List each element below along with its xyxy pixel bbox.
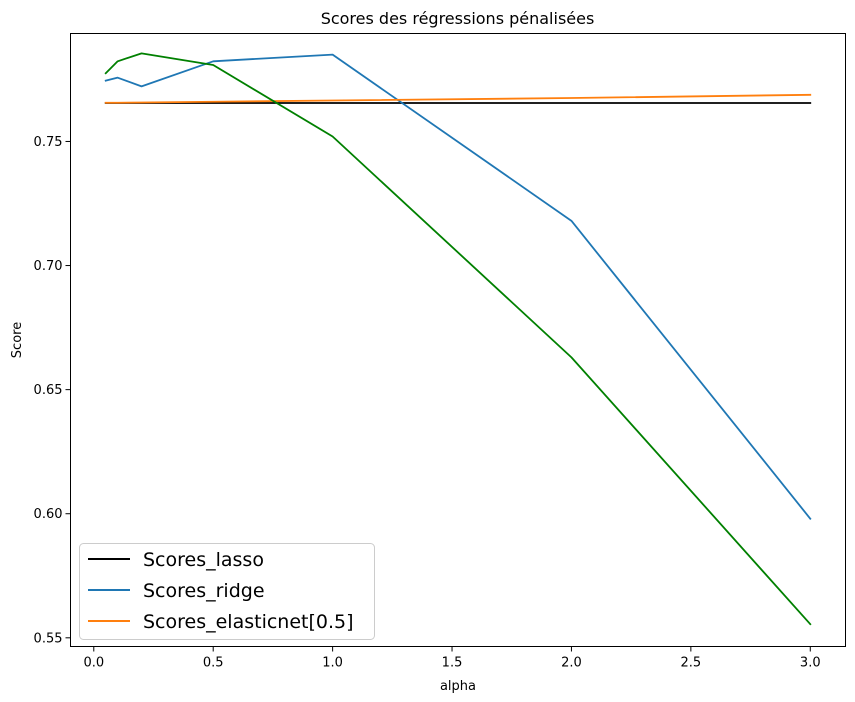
x-axis-label: alpha <box>440 679 476 694</box>
x-tick-label: 0.0 <box>83 656 104 671</box>
plot-series <box>104 52 812 626</box>
y-tick-label: 0.60 <box>34 507 63 522</box>
y-axis-label: Score <box>10 322 25 358</box>
y-tick-label: 0.75 <box>34 135 63 150</box>
y-tick-label: 0.55 <box>34 631 63 646</box>
x-tick-label: 1.0 <box>322 656 343 671</box>
series-line-1 <box>104 53 812 520</box>
y-axis: 0.55 0.60 0.65 0.70 0.75 <box>34 135 71 646</box>
y-tick-label: 0.65 <box>34 383 63 398</box>
legend-label: Scores_elasticnet[0.5] <box>143 611 354 633</box>
series-line-3 <box>104 52 812 626</box>
x-tick-label: 0.5 <box>203 656 224 671</box>
legend-label: Scores_lasso <box>143 549 264 571</box>
y-tick-label: 0.70 <box>34 259 63 274</box>
x-axis: 0.0 0.5 1.0 1.5 2.0 2.5 3.0 <box>83 646 821 671</box>
series-line-2 <box>104 93 812 104</box>
plot-frame <box>70 33 846 647</box>
chart-title: Scores des régressions pénalisées <box>321 9 595 28</box>
legend: Scores_lasso Scores_ridge Scores_elasticne… <box>79 543 375 640</box>
x-tick-label: 2.0 <box>561 656 582 671</box>
legend-box <box>79 543 375 640</box>
x-tick-label: 2.5 <box>681 656 702 671</box>
x-tick-label: 3.0 <box>800 656 821 671</box>
x-tick-label: 1.5 <box>442 656 463 671</box>
legend-label: Scores_ridge <box>143 580 265 602</box>
